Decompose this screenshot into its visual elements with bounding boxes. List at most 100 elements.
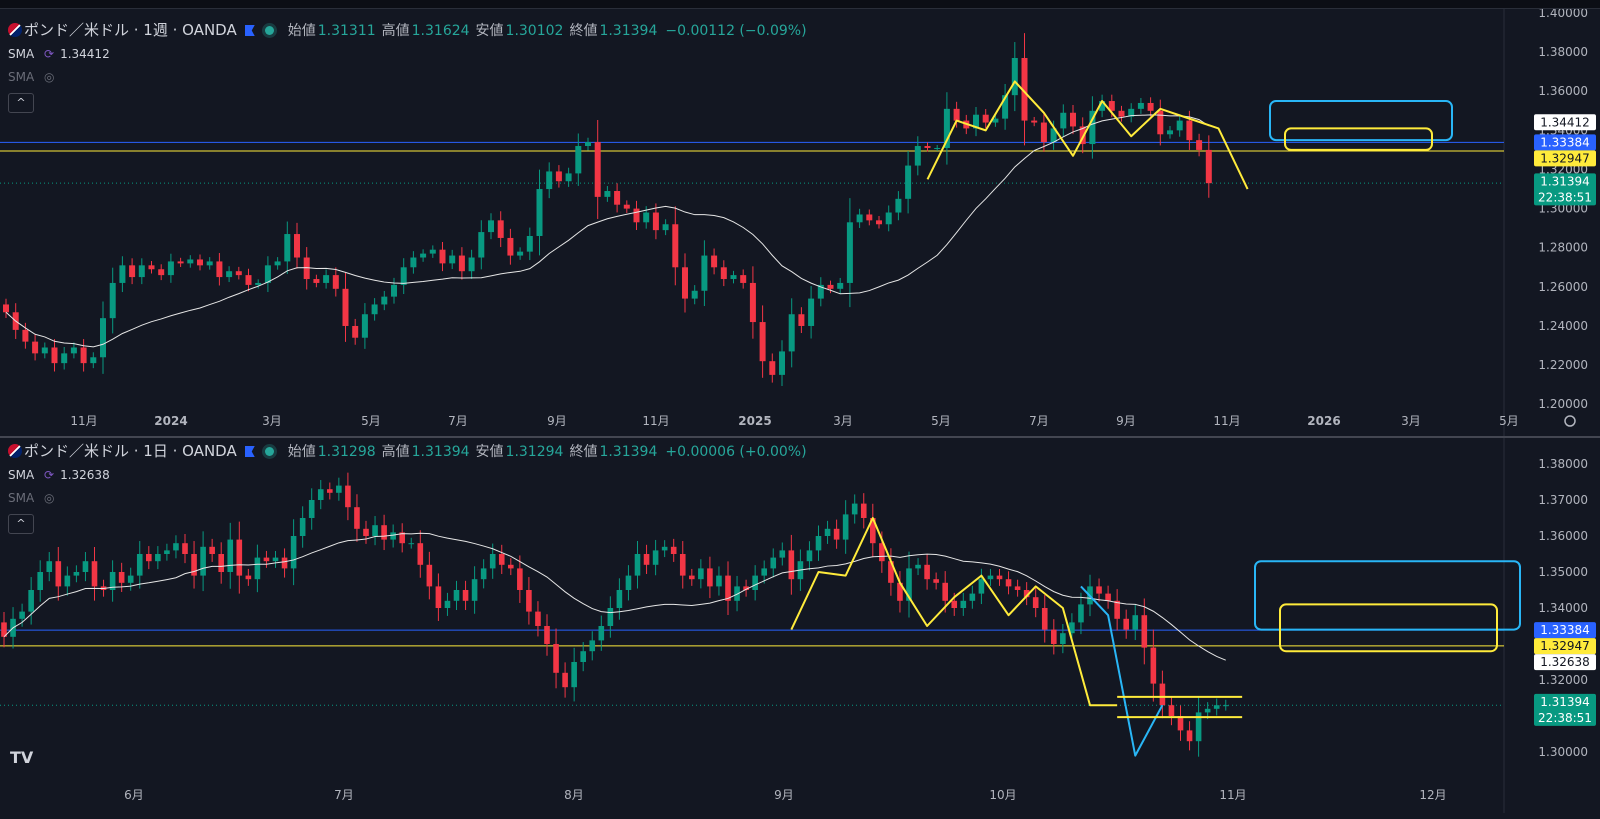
sma-indicator-row[interactable]: SMA ⟳ 1.34412	[8, 47, 110, 61]
candle-body	[255, 282, 262, 285]
candle-body	[806, 550, 813, 562]
candle-body	[1070, 112, 1076, 127]
tradingview-logo[interactable]: TV	[10, 748, 34, 767]
candle-body	[623, 204, 630, 209]
candle-body	[749, 282, 756, 323]
price-tag	[1534, 654, 1596, 671]
candle-body	[264, 265, 271, 283]
candle-body	[1195, 712, 1202, 742]
x-tick-label: 9月	[774, 788, 794, 802]
candle-body	[119, 265, 126, 283]
candle-body	[575, 146, 582, 174]
candle-body	[973, 114, 979, 129]
candle-body	[633, 208, 640, 223]
bookmark-flag-icon[interactable]	[244, 25, 255, 36]
x-tick-label: 11月	[1219, 788, 1246, 802]
sma-indicator-row[interactable]: SMA ⟳ 1.32638	[8, 468, 110, 482]
collapse-legend-button[interactable]: ^	[8, 514, 34, 534]
daily-symbol-title[interactable]: ポンド／米ドル · 1日 · OANDA	[24, 442, 237, 460]
candle-body	[698, 568, 704, 580]
bookmark-flag-icon[interactable]	[244, 446, 255, 457]
daily-chart-svg[interactable]: 1.380001.370001.360001.350001.340001.330…	[0, 438, 1600, 819]
candle-body	[604, 191, 611, 197]
price-tag	[1534, 114, 1596, 131]
candle-body	[458, 255, 465, 272]
candle-body	[429, 249, 436, 254]
candle-body	[661, 546, 668, 551]
candle-body	[345, 485, 351, 508]
candle-body	[860, 503, 867, 518]
y-tick-label: 1.40000	[1538, 9, 1588, 20]
candle-body	[200, 546, 206, 576]
candle-body	[127, 575, 134, 583]
y-tick-label: 1.30000	[1538, 745, 1588, 759]
candle-body	[1021, 57, 1028, 121]
x-tick-label: 11月	[1213, 414, 1240, 428]
daily-chart-pane[interactable]: 1.380001.370001.360001.350001.340001.330…	[0, 436, 1600, 819]
y-tick-label: 1.36000	[1538, 84, 1588, 98]
high-label: 高値	[381, 23, 410, 39]
candle-body	[546, 171, 553, 190]
sma-label: SMA	[8, 47, 35, 61]
target-zone-box	[1279, 603, 1498, 653]
candle-body	[992, 118, 999, 123]
high-value: 1.31394	[411, 444, 470, 460]
candle-body	[808, 298, 815, 326]
y-tick-label: 1.22000	[1538, 358, 1588, 372]
sma-hidden-row[interactable]: SMA ◎	[8, 70, 55, 84]
candle-body	[585, 142, 591, 147]
candle-body	[879, 543, 885, 562]
price-tag	[1534, 134, 1596, 151]
candle-body	[711, 255, 718, 268]
candle-body	[187, 259, 194, 264]
x-tick-label: 7月	[448, 414, 468, 428]
sma-hidden-row[interactable]: SMA ◎	[8, 491, 55, 505]
candle-body	[167, 261, 174, 276]
x-tick-label: 7月	[334, 788, 354, 802]
candle-body	[1167, 130, 1173, 135]
candle-body	[381, 525, 387, 540]
close-label: 終値	[569, 23, 598, 39]
candle-body	[136, 554, 143, 576]
change-value: −0.00112 (−0.09%)	[665, 23, 807, 39]
candle-body	[1069, 622, 1075, 634]
candle-body	[1177, 716, 1184, 731]
target-zone-box	[1284, 127, 1433, 151]
candle-body	[969, 593, 976, 601]
candle-body	[80, 347, 87, 364]
collapse-legend-button[interactable]: ^	[8, 93, 34, 113]
candle-body	[1128, 108, 1135, 117]
weekly-symbol-title[interactable]: ポンド／米ドル · 1週 · OANDA	[24, 21, 237, 39]
price-tag-label: 1.32947	[1540, 151, 1590, 165]
eye-hidden-icon[interactable]: ◎	[44, 70, 55, 84]
low-value: 1.31294	[505, 444, 564, 460]
candle-body	[1186, 120, 1193, 141]
zigzag-line	[926, 80, 1249, 190]
candle-body	[182, 543, 188, 554]
candle-body	[489, 554, 496, 569]
weekly-chart-svg[interactable]: 1.400001.380001.360001.340001.320001.300…	[0, 9, 1600, 437]
candle-body	[284, 234, 291, 262]
candle-body	[235, 271, 242, 276]
market-open-icon	[264, 26, 274, 35]
sync-icon[interactable]: ⟳	[44, 47, 55, 61]
candle-body	[759, 322, 766, 362]
candle-body	[164, 550, 170, 554]
weekly-chart-pane[interactable]: 1.40000 1.38000 1.36000 1.34000 1.32000 1.300…	[0, 8, 1600, 437]
candle-body	[643, 554, 650, 565]
candle-body	[953, 108, 960, 121]
candle-body	[313, 279, 320, 283]
candle-body	[1213, 705, 1220, 709]
candle-body	[281, 557, 288, 569]
candle-body	[323, 275, 330, 283]
candle-body	[720, 267, 727, 280]
sync-icon[interactable]: ⟳	[44, 468, 55, 482]
candle-body	[372, 525, 378, 536]
close-value: 1.31394	[599, 444, 658, 460]
candle-body	[752, 575, 758, 590]
sma-value: 1.32638	[60, 468, 110, 482]
x-tick-label: 2024	[154, 414, 187, 428]
eye-hidden-icon[interactable]: ◎	[44, 491, 55, 505]
candle-body	[109, 282, 116, 319]
x-tick-label: 5月	[931, 414, 951, 428]
